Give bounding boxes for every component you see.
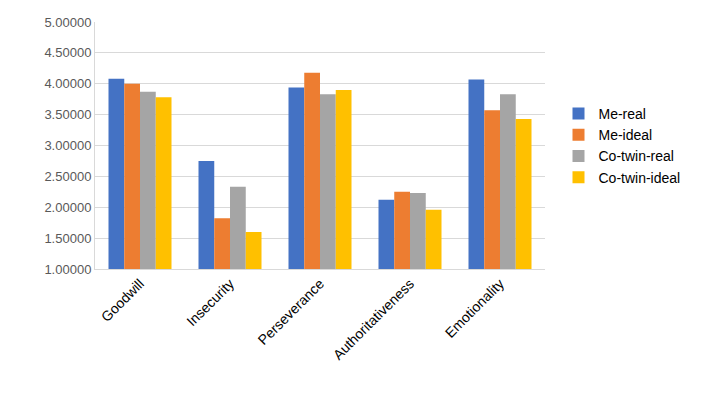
svg-text:Emotionality: Emotionality: [442, 276, 507, 341]
svg-text:3.50000: 3.50000: [44, 107, 91, 122]
svg-text:4.00000: 4.00000: [44, 76, 91, 91]
svg-text:Insecurity: Insecurity: [183, 276, 237, 330]
svg-text:2.50000: 2.50000: [44, 169, 91, 184]
svg-text:Authoritativeness: Authoritativeness: [330, 276, 417, 363]
svg-text:1.50000: 1.50000: [44, 231, 91, 246]
svg-text:Goodwill: Goodwill: [98, 276, 147, 325]
svg-text:Co-twin-real: Co-twin-real: [599, 148, 674, 164]
svg-text:Me-ideal: Me-ideal: [599, 127, 653, 143]
svg-text:4.50000: 4.50000: [44, 45, 91, 60]
svg-text:2.00000: 2.00000: [44, 200, 91, 215]
svg-text:Co-twin-ideal: Co-twin-ideal: [599, 170, 681, 186]
svg-text:5.00000: 5.00000: [44, 15, 91, 30]
svg-text:3.00000: 3.00000: [44, 138, 91, 153]
svg-text:1.00000: 1.00000: [44, 262, 91, 277]
svg-text:Me-real: Me-real: [599, 106, 646, 122]
svg-text:Perseverance: Perseverance: [255, 275, 328, 348]
